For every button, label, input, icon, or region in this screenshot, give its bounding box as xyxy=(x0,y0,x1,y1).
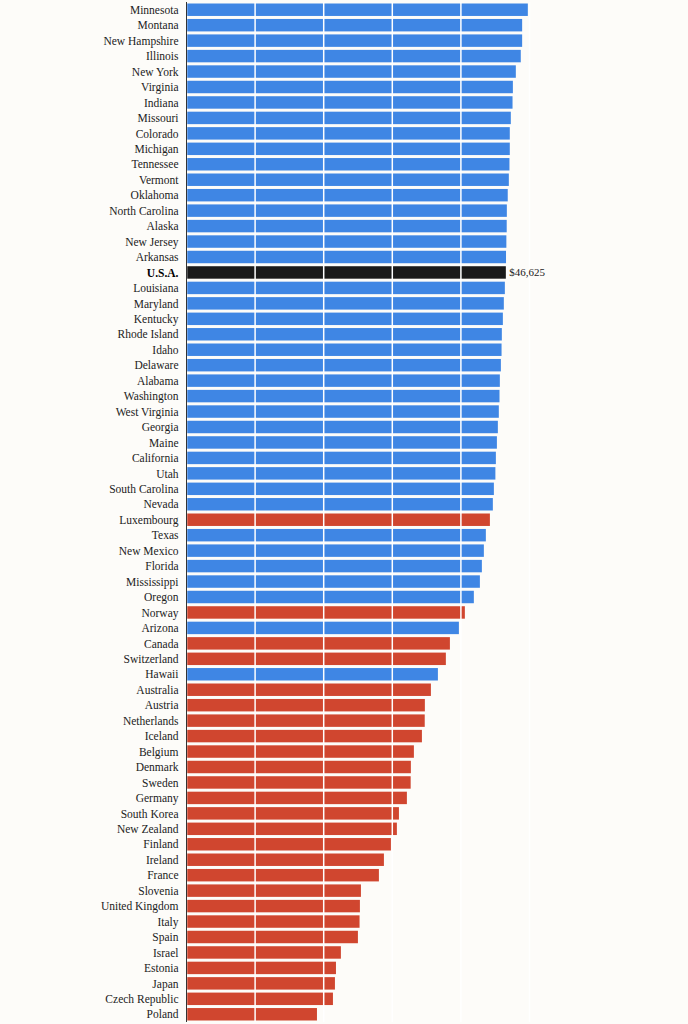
svg-text:Australia: Australia xyxy=(136,684,178,696)
svg-text:Alaska: Alaska xyxy=(147,220,179,232)
svg-text:South Korea: South Korea xyxy=(121,808,179,820)
svg-text:New Zealand: New Zealand xyxy=(117,823,179,835)
svg-text:Israel: Israel xyxy=(153,947,179,959)
svg-text:Delaware: Delaware xyxy=(134,359,178,371)
svg-text:Alabama: Alabama xyxy=(137,375,179,387)
svg-text:South Carolina: South Carolina xyxy=(109,483,178,495)
svg-text:Spain: Spain xyxy=(152,931,178,944)
svg-text:New Hampshire: New Hampshire xyxy=(103,35,178,48)
svg-text:Germany: Germany xyxy=(136,792,179,805)
svg-text:Switzerland: Switzerland xyxy=(124,653,179,665)
svg-text:Poland: Poland xyxy=(147,1008,179,1020)
svg-text:Maryland: Maryland xyxy=(134,298,179,311)
svg-text:Minnesota: Minnesota xyxy=(130,4,179,16)
svg-text:Iceland: Iceland xyxy=(145,730,179,742)
svg-text:Netherlands: Netherlands xyxy=(123,715,179,727)
svg-text:Nevada: Nevada xyxy=(143,498,178,510)
svg-text:Maine: Maine xyxy=(149,437,178,449)
svg-text:Japan: Japan xyxy=(152,978,178,991)
svg-text:Louisiana: Louisiana xyxy=(133,282,178,294)
svg-text:Idaho: Idaho xyxy=(152,344,178,356)
svg-text:Michigan: Michigan xyxy=(134,143,178,156)
svg-text:Hawaii: Hawaii xyxy=(145,668,178,680)
svg-text:Oregon: Oregon xyxy=(144,591,179,604)
svg-text:U.S.A.: U.S.A. xyxy=(147,267,179,279)
svg-text:Norway: Norway xyxy=(141,607,178,620)
svg-text:Georgia: Georgia xyxy=(142,421,179,434)
svg-text:France: France xyxy=(147,869,178,881)
svg-text:Washington: Washington xyxy=(124,390,179,403)
svg-text:New York: New York xyxy=(132,66,179,78)
svg-text:Indiana: Indiana xyxy=(144,97,178,109)
svg-text:Rhode Island: Rhode Island xyxy=(117,328,178,340)
svg-text:Belgium: Belgium xyxy=(139,746,179,759)
svg-text:Virginia: Virginia xyxy=(141,81,178,94)
svg-text:Vermont: Vermont xyxy=(139,174,179,186)
svg-text:Arkansas: Arkansas xyxy=(136,251,179,263)
svg-text:Utah: Utah xyxy=(156,468,179,480)
svg-text:Canada: Canada xyxy=(144,638,178,650)
svg-text:Slovenia: Slovenia xyxy=(138,885,178,897)
svg-text:Austria: Austria xyxy=(145,699,179,711)
svg-text:Denmark: Denmark xyxy=(136,761,179,773)
svg-text:Missouri: Missouri xyxy=(138,112,179,124)
svg-text:West Virginia: West Virginia xyxy=(116,406,179,419)
svg-text:Ireland: Ireland xyxy=(146,854,179,866)
svg-text:Florida: Florida xyxy=(145,560,178,572)
svg-text:Estonia: Estonia xyxy=(144,962,179,974)
svg-text:Czech Republic: Czech Republic xyxy=(105,993,178,1006)
svg-text:Luxembourg: Luxembourg xyxy=(119,514,178,527)
svg-text:New Jersey: New Jersey xyxy=(125,236,179,249)
svg-text:Tennessee: Tennessee xyxy=(131,158,178,170)
svg-text:Oklahoma: Oklahoma xyxy=(131,189,179,201)
svg-text:Arizona: Arizona xyxy=(141,622,178,634)
svg-text:California: California xyxy=(132,452,179,464)
svg-text:New Mexico: New Mexico xyxy=(119,545,179,557)
svg-text:Kentucky: Kentucky xyxy=(134,313,179,326)
svg-text:Sweden: Sweden xyxy=(142,777,179,789)
svg-text:United Kingdom: United Kingdom xyxy=(101,900,179,913)
svg-text:Texas: Texas xyxy=(152,529,179,541)
svg-text:$46,625: $46,625 xyxy=(509,266,545,278)
svg-text:Finland: Finland xyxy=(143,838,178,850)
svg-text:Colorado: Colorado xyxy=(136,128,179,140)
svg-text:Illinois: Illinois xyxy=(146,50,179,62)
svg-text:Italy: Italy xyxy=(157,916,178,929)
svg-text:Montana: Montana xyxy=(138,19,179,31)
svg-text:North Carolina: North Carolina xyxy=(109,205,178,217)
svg-text:Mississippi: Mississippi xyxy=(126,576,178,589)
